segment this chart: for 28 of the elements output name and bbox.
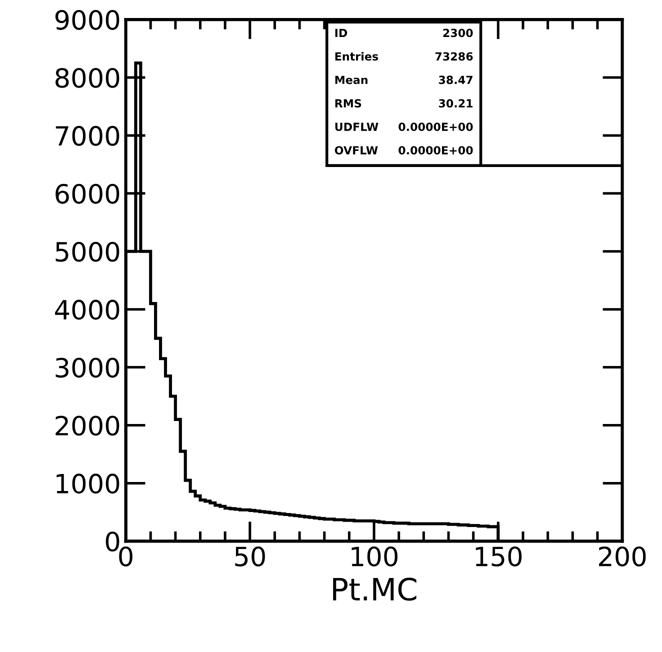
y-tick-label: 1000 — [56, 474, 120, 494]
annotation: Entries — [335, 52, 378, 61]
x-tick-label: 50 — [235, 546, 265, 566]
y-tick-label: 3000 — [56, 358, 120, 378]
y-tick-label: 6000 — [56, 184, 120, 204]
y-tick-label: 4000 — [55, 300, 120, 320]
annotation: OVFLW — [334, 146, 378, 154]
y-tick-label: 5000 — [56, 242, 120, 262]
x-tick-label: 200 — [599, 546, 646, 566]
annotation: 38.47 — [438, 76, 472, 84]
annotation: 2300 — [443, 28, 473, 38]
annotation: UDFLW — [335, 122, 378, 132]
x-tick-label: 150 — [476, 546, 522, 566]
x-tick-label: 100 — [352, 546, 398, 566]
annotation: Mean — [335, 76, 368, 84]
x-tick-label: 0 — [119, 546, 132, 566]
y-tick-label: 9000 — [55, 10, 120, 30]
y-tick-label: 2000 — [56, 416, 120, 436]
annotation: RMS — [335, 99, 362, 108]
y-tick-label: 0 — [106, 532, 120, 552]
y-tick-label: 7000 — [56, 126, 120, 146]
annotation: 0.0000E+00 — [398, 122, 473, 132]
annotation: 73286 — [435, 52, 473, 61]
annotation: 0.0000E+00 — [398, 146, 473, 154]
x-axis-title: Pt.MC — [333, 578, 416, 601]
annotation: ID — [335, 28, 348, 37]
y-tick-label: 8000 — [56, 68, 120, 88]
annotation: 30.21 — [438, 99, 473, 108]
